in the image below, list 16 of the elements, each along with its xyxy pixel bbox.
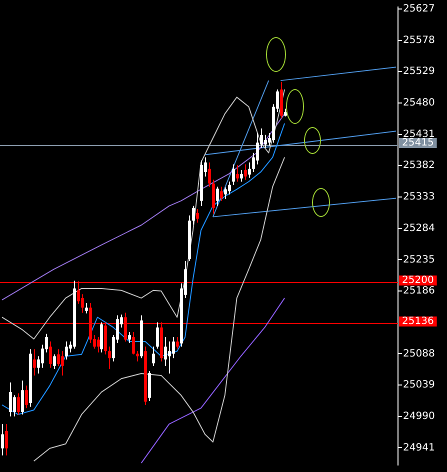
y-tick-label: 25578 [403, 34, 435, 46]
y-tick-label: 25333 [403, 192, 435, 203]
y-tick-label: 25480 [403, 98, 435, 109]
y-tick-label: 25284 [403, 222, 435, 234]
y-tick-label: 25039 [403, 380, 435, 391]
ref-line-label: 25415 [402, 138, 434, 149]
y-tick-label: 25088 [403, 348, 435, 360]
y-tick-label: 25627 [403, 4, 435, 15]
y-tick-label: 25235 [403, 254, 435, 266]
y-tick-label: 25186 [403, 286, 435, 297]
y-tick-label: 25529 [403, 66, 435, 78]
y-tick-label: 25382 [403, 160, 435, 172]
y-tick-label: 24990 [403, 410, 435, 422]
y-tick-label: 24941 [403, 442, 435, 454]
ref-line-label: 25200 [402, 275, 434, 286]
ref-line-label: 25136 [402, 316, 434, 328]
